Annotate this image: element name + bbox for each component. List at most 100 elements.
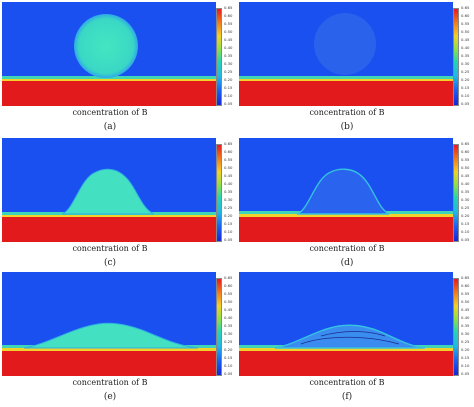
colorbar-tick-label: 0.35 bbox=[461, 53, 470, 58]
colorbar-tick-label: 0.15 bbox=[461, 355, 470, 360]
plot-f bbox=[239, 272, 453, 376]
panel-c: concentration of B (c) 0.65 0.60 0.55 0.50 0… bbox=[2, 138, 239, 273]
contour-line bbox=[300, 336, 400, 345]
colorbar-tick-label: 0.25 bbox=[461, 69, 470, 74]
plot-c bbox=[2, 138, 216, 242]
caption-letter: (a) bbox=[103, 122, 117, 132]
colorbar-tick-label: 0.65 bbox=[224, 275, 233, 280]
colorbar: 0.65 0.60 0.55 0.50 0.45 0.40 0.35 0.30 0.25 0.20… bbox=[216, 142, 238, 242]
panel-e: concentration of B (e) 0.65 0.60 0.55 0.50 0… bbox=[2, 272, 239, 407]
substrate-region bbox=[239, 216, 453, 242]
colorbar-tick-label: 0.10 bbox=[224, 363, 233, 368]
colorbar-tick-label: 0.35 bbox=[224, 323, 233, 328]
colorbar-tick-label: 0.40 bbox=[224, 45, 233, 50]
colorbar-tick-label: 0.15 bbox=[461, 85, 470, 90]
plot-b bbox=[239, 2, 453, 106]
colorbar-tick-label: 0.20 bbox=[461, 347, 470, 352]
colorbar-tick-label: 0.05 bbox=[224, 101, 233, 106]
colorbar-gradient bbox=[453, 144, 459, 242]
caption-letter: (d) bbox=[340, 258, 354, 268]
colorbar-tick-label: 0.20 bbox=[461, 213, 470, 218]
colorbar-tick-label: 0.65 bbox=[224, 5, 233, 10]
colorbar-tick-label: 0.05 bbox=[461, 101, 470, 106]
colorbar-tick-label: 0.60 bbox=[461, 13, 470, 18]
colorbar-tick-label: 0.30 bbox=[224, 197, 233, 202]
substrate-region bbox=[239, 80, 453, 106]
colorbar-tick-label: 0.55 bbox=[461, 291, 470, 296]
colorbar-tick-label: 0.30 bbox=[224, 61, 233, 66]
colorbar-tick-label: 0.10 bbox=[224, 229, 233, 234]
colorbar-tick-label: 0.40 bbox=[461, 45, 470, 50]
colorbar: 0.65 0.60 0.55 0.50 0.45 0.40 0.35 0.30 0.25 0.20… bbox=[453, 276, 474, 376]
colorbar-tick-label: 0.35 bbox=[461, 323, 470, 328]
colorbar-tick-label: 0.10 bbox=[461, 229, 470, 234]
colorbar-tick-label: 0.50 bbox=[224, 29, 233, 34]
colorbar-tick-label: 0.55 bbox=[461, 21, 470, 26]
colorbar-tick-label: 0.25 bbox=[224, 339, 233, 344]
substrate-region bbox=[2, 216, 216, 242]
colorbar-tick-label: 0.10 bbox=[461, 93, 470, 98]
panel-f: concentration of B (f) 0.65 0.60 0.55 0.50 0… bbox=[239, 272, 474, 407]
colorbar: 0.65 0.60 0.55 0.50 0.45 0.40 0.35 0.30 0.25 0.20… bbox=[216, 6, 238, 106]
colorbar-tick-label: 0.35 bbox=[224, 53, 233, 58]
colorbar-tick-label: 0.25 bbox=[461, 339, 470, 344]
colorbar-tick-label: 0.50 bbox=[224, 299, 233, 304]
caption-text: concentration of B bbox=[72, 244, 148, 253]
colorbar: 0.65 0.60 0.55 0.50 0.45 0.40 0.35 0.30 0.25 0.20… bbox=[453, 6, 474, 106]
droplet bbox=[314, 13, 376, 75]
panel-a: concentration of B (a) 0.65 0.60 0.55 0.50 0… bbox=[2, 2, 239, 137]
substrate-region bbox=[2, 80, 216, 106]
colorbar-tick-label: 0.25 bbox=[461, 205, 470, 210]
colorbar-tick-label: 0.40 bbox=[224, 181, 233, 186]
colorbar-tick-label: 0.65 bbox=[461, 275, 470, 280]
caption-letter: (e) bbox=[103, 392, 117, 402]
colorbar-ticks: 0.65 0.60 0.55 0.50 0.45 0.40 0.35 0.30 0.25 0.20… bbox=[461, 6, 474, 106]
interface-band bbox=[2, 76, 216, 81]
colorbar-tick-label: 0.25 bbox=[224, 205, 233, 210]
caption-text: concentration of B bbox=[72, 378, 148, 387]
colorbar: 0.65 0.60 0.55 0.50 0.45 0.40 0.35 0.30 0.25 0.20… bbox=[216, 275, 238, 376]
colorbar-tick-label: 0.10 bbox=[224, 93, 233, 98]
colorbar-tick-label: 0.65 bbox=[461, 141, 470, 146]
colorbar-gradient bbox=[453, 8, 459, 106]
caption-text: concentration of B bbox=[309, 378, 385, 387]
colorbar-tick-label: 0.25 bbox=[224, 69, 233, 74]
panel-b: concentration of B (b) 0.65 0.60 0.55 0.50 0… bbox=[239, 2, 474, 137]
droplet bbox=[74, 14, 138, 78]
colorbar-tick-label: 0.55 bbox=[224, 291, 233, 296]
colorbar-tick-label: 0.50 bbox=[224, 165, 233, 170]
colorbar-tick-label: 0.20 bbox=[224, 213, 233, 218]
colorbar: 0.65 0.60 0.55 0.50 0.45 0.40 0.35 0.30 0.25 0.20… bbox=[453, 141, 474, 242]
colorbar-tick-label: 0.55 bbox=[224, 157, 233, 162]
colorbar-gradient bbox=[453, 278, 459, 376]
colorbar-tick-label: 0.15 bbox=[224, 355, 233, 360]
colorbar-tick-label: 0.30 bbox=[461, 331, 470, 336]
colorbar-tick-label: 0.15 bbox=[461, 221, 470, 226]
colorbar-gradient bbox=[216, 144, 222, 242]
droplet bbox=[274, 324, 426, 349]
colorbar-gradient bbox=[216, 8, 222, 106]
colorbar-tick-label: 0.20 bbox=[224, 347, 233, 352]
colorbar-tick-label: 0.45 bbox=[461, 37, 470, 42]
colorbar-tick-label: 0.50 bbox=[461, 299, 470, 304]
colorbar-ticks: 0.65 0.60 0.55 0.50 0.45 0.40 0.35 0.30 0.25 0.20… bbox=[224, 142, 238, 242]
caption-text: concentration of B bbox=[309, 108, 385, 117]
droplet bbox=[23, 322, 199, 349]
colorbar-tick-label: 0.30 bbox=[224, 331, 233, 336]
caption-text: concentration of B bbox=[309, 244, 385, 253]
colorbar-tick-label: 0.35 bbox=[461, 189, 470, 194]
colorbar-tick-label: 0.35 bbox=[224, 189, 233, 194]
substrate-region bbox=[239, 350, 453, 376]
colorbar-tick-label: 0.20 bbox=[461, 77, 470, 82]
colorbar-tick-label: 0.55 bbox=[461, 157, 470, 162]
colorbar-tick-label: 0.05 bbox=[224, 371, 233, 376]
caption-letter: (f) bbox=[341, 392, 353, 402]
caption-letter: (c) bbox=[103, 258, 117, 268]
colorbar-tick-label: 0.10 bbox=[461, 363, 470, 368]
colorbar-tick-label: 0.15 bbox=[224, 85, 233, 90]
colorbar-tick-label: 0.55 bbox=[224, 21, 233, 26]
colorbar-tick-label: 0.45 bbox=[224, 173, 233, 178]
colorbar-ticks: 0.65 0.60 0.55 0.50 0.45 0.40 0.35 0.30 0.25 0.20… bbox=[224, 6, 238, 106]
colorbar-ticks: 0.65 0.60 0.55 0.50 0.45 0.40 0.35 0.30 0.25 0.20… bbox=[461, 276, 474, 376]
plot-e bbox=[2, 272, 216, 376]
